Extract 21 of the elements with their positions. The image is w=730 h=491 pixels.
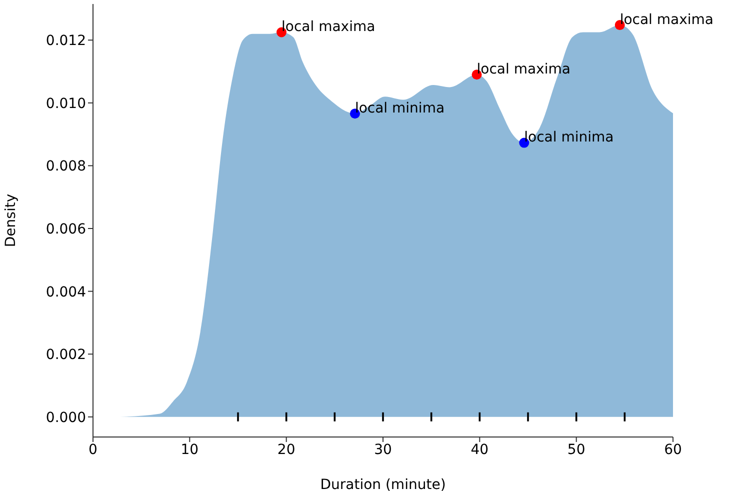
y-tick-label: 0.012	[46, 33, 86, 50]
x-tick-label: 10	[180, 442, 199, 458]
x-tick-label: 20	[277, 442, 296, 458]
y-tick-label: 0.004	[46, 284, 86, 300]
y-axis-title: Density	[2, 194, 19, 248]
annotation: local maxima	[620, 12, 714, 28]
x-tick-label: 30	[374, 442, 392, 458]
y-tick-label: 0.006	[46, 221, 86, 238]
y-tick-label: 0.002	[46, 347, 86, 364]
x-tick-label: 50	[567, 442, 586, 458]
x-tick-label: 60	[664, 442, 682, 458]
x-tick-label: 40	[470, 442, 489, 458]
x-tick-label: 0	[88, 442, 98, 458]
annotation: local minima	[524, 130, 614, 146]
annotation: local maxima	[282, 19, 376, 36]
x-axis-title: Duration (minute)	[320, 477, 446, 491]
y-tick-label: 0.010	[46, 96, 86, 112]
y-tick-label: 0.008	[46, 158, 86, 175]
annotation: local minima	[354, 100, 445, 116]
annotation: local maxima	[476, 61, 570, 78]
y-tick-label: 0.000	[46, 410, 86, 426]
